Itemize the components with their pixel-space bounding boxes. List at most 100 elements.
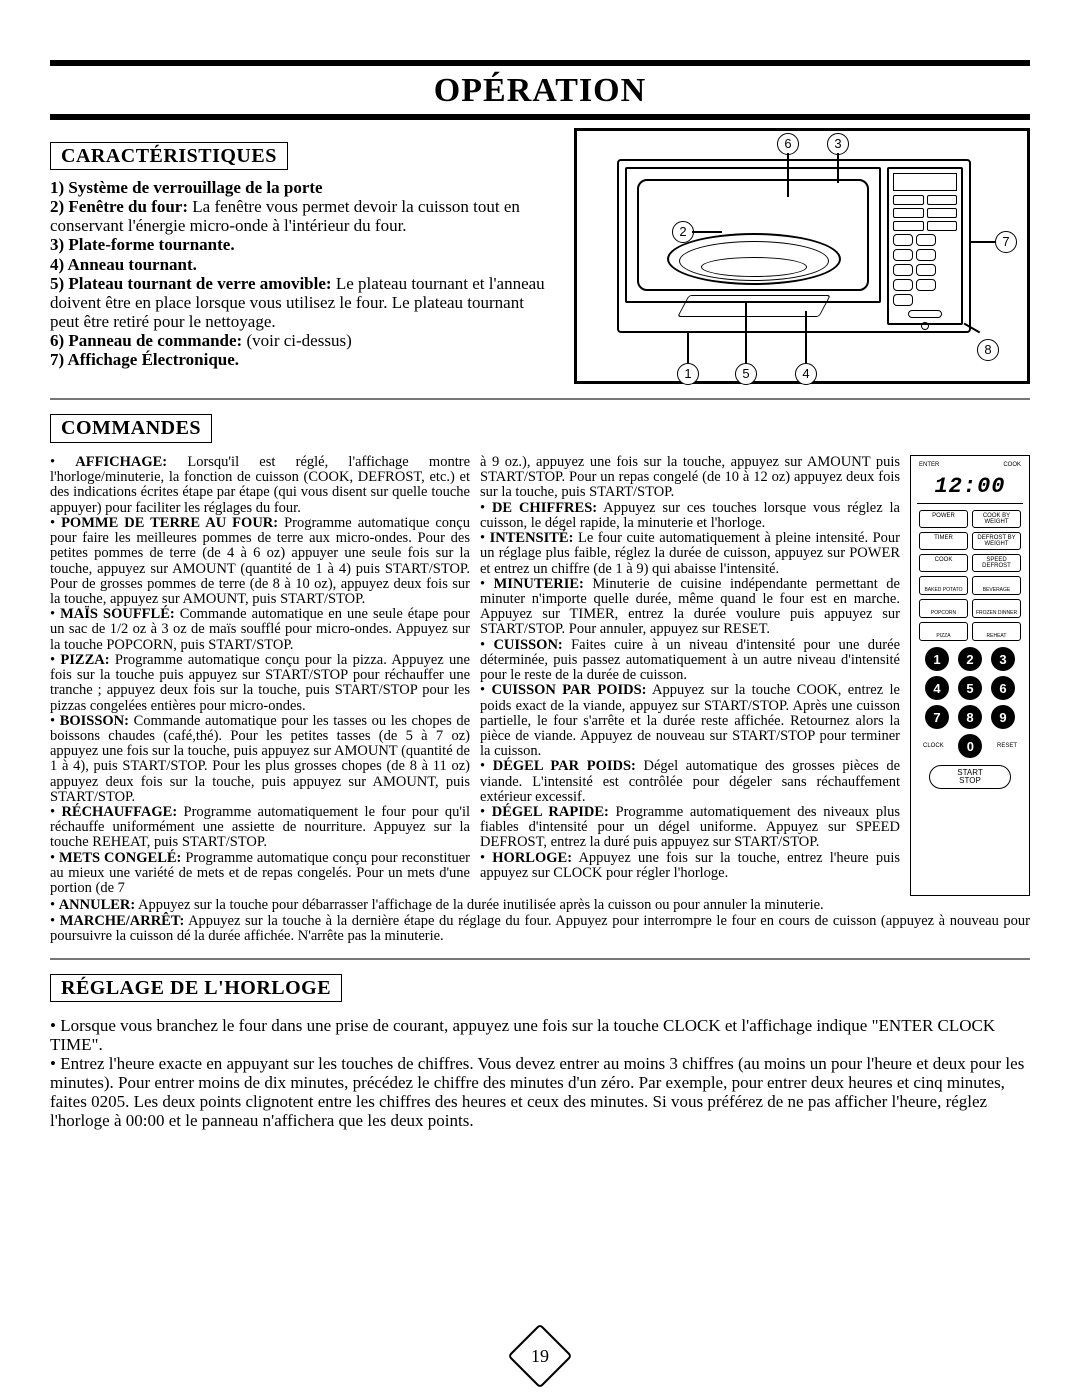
command-term: POMME DE TERRE AU FOUR: <box>61 515 278 531</box>
top-rule-2 <box>50 114 1030 120</box>
panel-key[interactable]: 2 <box>958 647 982 671</box>
features-block: CARACTÉRISTIQUES 1) Système de verrouill… <box>50 128 1030 384</box>
command-entry: • DÉGEL PAR POIDS: Dégel automatique des… <box>480 759 900 805</box>
oven-outline <box>617 159 971 333</box>
clock-p2: • Entrez l'heure exacte en appuyant sur … <box>50 1054 1030 1130</box>
panel-preset-button[interactable]: FROZEN DINNER <box>972 599 1021 618</box>
command-entry: • PIZZA: Programme automatique conçu pou… <box>50 653 470 714</box>
command-entry: • INTENSITÉ: Le four cuite automatiqueme… <box>480 531 900 577</box>
panel-key[interactable]: 1 <box>925 647 949 671</box>
panel-key[interactable]: 5 <box>958 676 982 700</box>
panel-key[interactable]: 9 <box>991 705 1015 729</box>
command-term: BOISSON: <box>60 713 129 729</box>
commands-columns: • AFFICHAGE: Lorsqu'il est réglé, l'affi… <box>50 455 1030 896</box>
callout-5: 5 <box>735 363 757 385</box>
commands-section: COMMANDES • AFFICHAGE: Lorsqu'il est rég… <box>50 400 1030 944</box>
command-entry: • MAÏS SOUFFLÉ: Commande automatique en … <box>50 607 470 653</box>
panel-function-button[interactable]: COOK BY WEIGHT <box>972 510 1021 528</box>
control-panel-figure: ENTER COOK 12:00 POWERCOOK BY WEIGHTTIME… <box>910 455 1030 896</box>
lead-4 <box>805 311 807 363</box>
features-text: CARACTÉRISTIQUES 1) Système de verrouill… <box>50 128 550 369</box>
open-door <box>677 295 831 317</box>
command-term: CUISSON: <box>493 637 562 653</box>
command-entry: • HORLOGE: Appuyez une fois sur la touch… <box>480 851 900 881</box>
clock-heading: RÉGLAGE DE L'HORLOGE <box>50 974 342 1002</box>
panel-function-button[interactable]: POWER <box>919 510 968 528</box>
command-term: MAÏS SOUFFLÉ: <box>60 606 175 622</box>
panel-enter-label: ENTER <box>919 462 939 468</box>
panel-preset-button[interactable]: PIZZA <box>919 622 968 641</box>
panel-keypad: 123 456 789 <box>923 647 1017 729</box>
panel-key-0[interactable]: 0 <box>958 734 982 758</box>
panel-key[interactable]: 3 <box>991 647 1015 671</box>
commands-col-right: à 9 oz.), appuyez une fois sur la touche… <box>480 455 900 896</box>
clock-section: RÉGLAGE DE L'HORLOGE • Lorsque vous bran… <box>50 960 1030 1130</box>
panel-key[interactable]: 7 <box>925 705 949 729</box>
command-body: à 9 oz.), appuyez une fois sur la touche… <box>480 454 900 500</box>
top-rule <box>50 60 1030 66</box>
command-term: DE CHIFFRES: <box>492 500 597 516</box>
control-panel-mini <box>887 167 963 325</box>
panel-preset-button[interactable]: REHEAT <box>972 622 1021 641</box>
command-term: ANNULER: <box>59 897 136 913</box>
feature-1: 1) Système de verrouillage de la porte <box>50 178 323 197</box>
feature-7: 7) Affichage Électronique. <box>50 350 239 369</box>
feature-2-term: 2) Fenêtre du four: <box>50 197 188 216</box>
panel-start-stop-button[interactable]: START STOP <box>929 765 1011 789</box>
command-term: DÉGEL PAR POIDS: <box>493 758 636 774</box>
feature-6-body: (voir ci-dessus) <box>242 331 352 350</box>
command-entry: • CUISSON PAR POIDS: Appuyez sur la touc… <box>480 683 900 759</box>
command-entry: • POMME DE TERRE AU FOUR: Programme auto… <box>50 516 470 607</box>
callout-6: 6 <box>777 133 799 155</box>
clock-text: • Lorsque vous branchez le four dans une… <box>50 1016 1030 1130</box>
feature-3: 3) Plate-forme tournante. <box>50 235 235 254</box>
command-term: MINUTERIE: <box>494 576 584 592</box>
panel-stop-label: STOP <box>959 776 981 785</box>
command-entry: • RÉCHAUFFAGE: Programme automatiquement… <box>50 805 470 851</box>
page-number: 19 <box>517 1333 563 1379</box>
panel-preset-button[interactable]: POPCORN <box>919 599 968 618</box>
lead-1 <box>687 331 689 363</box>
command-entry: • METS CONGELÉ: Programme automatique co… <box>50 851 470 897</box>
panel-key[interactable]: 8 <box>958 705 982 729</box>
command-body: Appuyez sur la touche pour débarrasser l… <box>135 897 823 913</box>
panel-preset-buttons: BAKED POTATOBEVERAGEPOPCORNFROZEN DINNER… <box>919 576 1021 641</box>
panel-function-button[interactable]: SPEED DEFROST <box>972 554 1021 572</box>
panel-reset-button[interactable]: RESET <box>997 743 1017 749</box>
feature-6-term: 6) Panneau de commande: <box>50 331 242 350</box>
panel-function-button[interactable]: DEFROST BY WEIGHT <box>972 532 1021 550</box>
command-entry: • CUISSON: Faites cuire à un niveau d'in… <box>480 638 900 684</box>
callout-4: 4 <box>795 363 817 385</box>
panel-key[interactable]: 4 <box>925 676 949 700</box>
lead-2 <box>692 231 722 233</box>
panel-function-button[interactable]: COOK <box>919 554 968 572</box>
manual-page: OPÉRATION CARACTÉRISTIQUES 1) Système de… <box>0 0 1080 1397</box>
panel-preset-button[interactable]: BAKED POTATO <box>919 576 968 595</box>
microwave-diagram: 1 2 3 4 5 6 7 8 <box>574 128 1030 384</box>
lead-6 <box>787 153 789 197</box>
panel-key[interactable]: 6 <box>991 676 1015 700</box>
panel-preset-button[interactable]: BEVERAGE <box>972 576 1021 595</box>
command-entry: • DÉGEL RAPIDE: Programme automatiquemen… <box>480 805 900 851</box>
callout-7: 7 <box>995 231 1017 253</box>
panel-function-button[interactable]: TIMER <box>919 532 968 550</box>
command-body: Appuyez sur la touche à la dernière étap… <box>50 913 1030 944</box>
lead-5 <box>745 301 747 363</box>
command-entry: • MARCHE/ARRÊT: Appuyez sur la touche à … <box>50 914 1030 944</box>
lead-7 <box>969 241 995 243</box>
command-term: HORLOGE: <box>492 850 572 866</box>
panel-clock-button[interactable]: CLOCK <box>923 743 944 749</box>
commands-col-left: • AFFICHAGE: Lorsqu'il est réglé, l'affi… <box>50 455 470 896</box>
command-term: INTENSITÉ: <box>490 530 574 546</box>
lead-3 <box>837 153 839 183</box>
feature-4: 4) Anneau tournant. <box>50 255 197 274</box>
command-term: RÉCHAUFFAGE: <box>61 804 177 820</box>
panel-clock-display: 12:00 <box>917 474 1023 499</box>
commands-heading: COMMANDES <box>50 414 212 443</box>
features-heading: CARACTÉRISTIQUES <box>50 142 288 170</box>
command-term: METS CONGELÉ: <box>59 850 181 866</box>
page-title: OPÉRATION <box>50 72 1030 110</box>
clock-p1: • Lorsque vous branchez le four dans une… <box>50 1016 1030 1054</box>
command-entry: • AFFICHAGE: Lorsqu'il est réglé, l'affi… <box>50 455 470 516</box>
command-entry: • DE CHIFFRES: Appuyez sur ces touches l… <box>480 501 900 531</box>
